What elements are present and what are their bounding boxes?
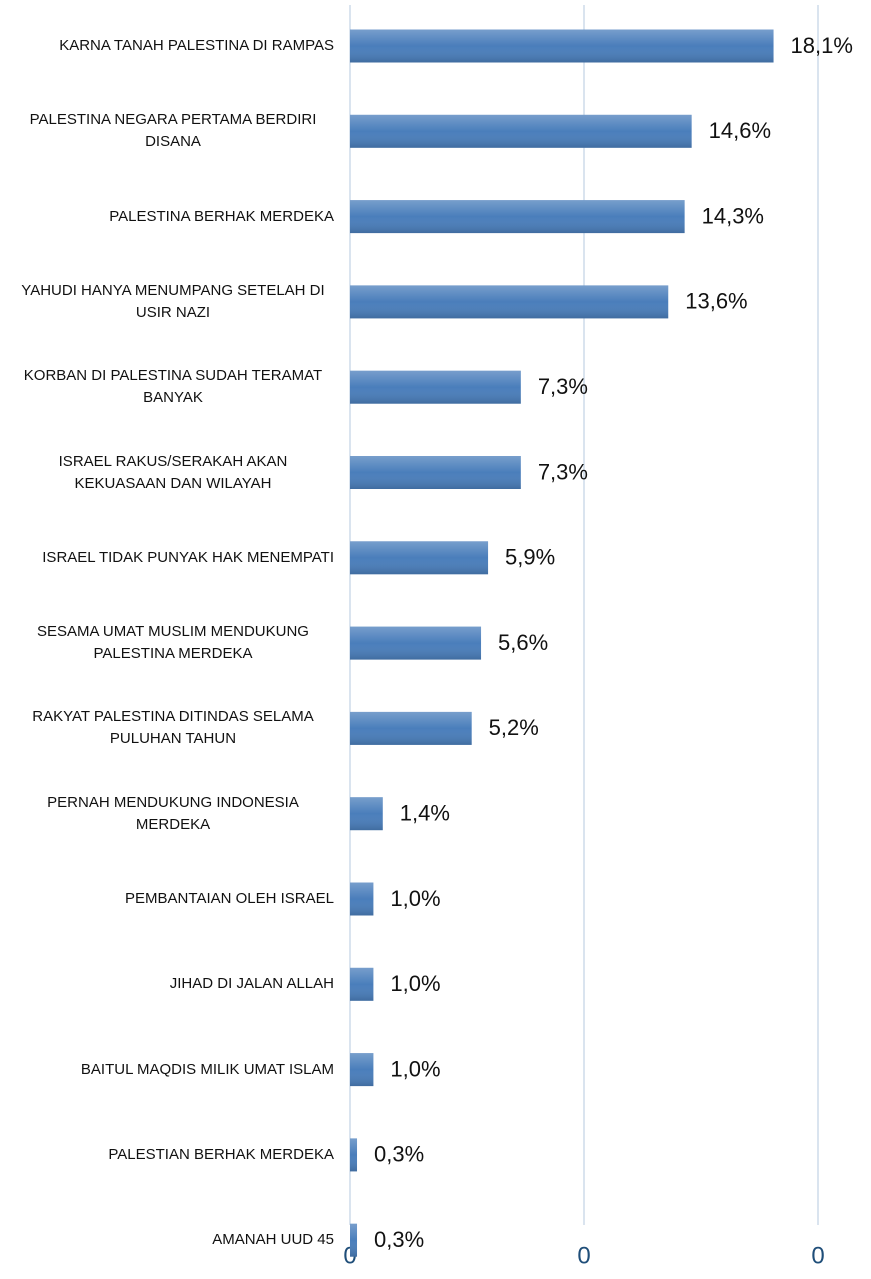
value-label: 5,6%: [498, 630, 548, 655]
category-text: KORBAN DI PALESTINA SUDAH TERAMAT BANYAK: [23, 367, 323, 407]
category-label: AMANAH UUD 45: [12, 1210, 334, 1270]
category-text: SESAMA UMAT MUSLIM MENDUKUNG PALESTINA M…: [37, 623, 309, 663]
value-label: 5,9%: [505, 545, 555, 570]
value-label: 5,2%: [489, 715, 539, 740]
category-text: YAHUDI HANYA MENUMPANG SETELAH DI USIR N…: [21, 281, 325, 321]
category-label: KORBAN DI PALESTINA SUDAH TERAMAT BANYAK: [12, 357, 334, 417]
value-label: 14,6%: [709, 118, 771, 143]
category-label: KARNA TANAH PALESTINA DI RAMPAS: [12, 16, 334, 76]
bar: [350, 285, 669, 319]
bar: [350, 882, 374, 916]
x-tick-label: 0: [577, 1242, 590, 1269]
value-label: 7,3%: [538, 459, 588, 484]
bar: [350, 370, 521, 404]
value-label: 1,0%: [390, 886, 440, 911]
category-text: ISRAEL RAKUS/SERAKAH AKAN KEKUASAAN DAN …: [58, 452, 288, 492]
bar: [350, 200, 685, 234]
value-label: 7,3%: [538, 374, 588, 399]
category-label: PEMBANTAIAN OLEH ISRAEL: [12, 869, 334, 929]
category-label: BAITUL MAQDIS MILIK UMAT ISLAM: [12, 1040, 334, 1100]
category-label: PERNAH MENDUKUNG INDONESIA MERDEKA: [12, 784, 334, 844]
category-label: PALESTIAN BERHAK MERDEKA: [12, 1125, 334, 1185]
category-label: PALESTINA NEGARA PERTAMA BERDIRI DISANA: [12, 101, 334, 161]
category-text: AMANAH UUD 45: [212, 1231, 334, 1249]
category-text: PALESTIAN BERHAK MERDEKA: [108, 1145, 334, 1163]
bar: [350, 456, 521, 489]
bar: [350, 1223, 358, 1257]
value-label: 0,3%: [374, 1142, 424, 1167]
category-text: KARNA TANAH PALESTINA DI RAMPAS: [59, 37, 334, 54]
category-text: PALESTINA BERHAK MERDEKA: [109, 207, 334, 225]
value-label: 1,4%: [400, 801, 450, 826]
category-label: YAHUDI HANYA MENUMPANG SETELAH DI USIR N…: [12, 272, 334, 332]
category-label: PALESTINA BERHAK MERDEKA: [12, 187, 334, 247]
bar: [350, 1053, 374, 1087]
category-label: ISRAEL RAKUS/SERAKAH AKAN KEKUASAAN DAN …: [12, 443, 334, 503]
value-label: 0,3%: [374, 1227, 424, 1252]
bar: [350, 29, 774, 63]
category-label: RAKYAT PALESTINA DITINDAS SELAMA PULUHAN…: [12, 698, 334, 758]
category-text: PERNAH MENDUKUNG INDONESIA MERDEKA: [47, 793, 299, 833]
bar: [350, 711, 472, 745]
value-label: 1,0%: [390, 1056, 440, 1081]
category-label: JIHAD DI JALAN ALLAH: [12, 954, 334, 1014]
x-tick-label: 0: [811, 1242, 824, 1269]
bar: [350, 626, 482, 660]
category-label: ISRAEL TIDAK PUNYAK HAK MENEMPATI: [12, 528, 334, 588]
bar: [350, 541, 489, 575]
value-label: 18,1%: [791, 33, 853, 58]
bar: [350, 967, 374, 1001]
category-text: RAKYAT PALESTINA DITINDAS SELAMA PULUHAN…: [32, 708, 314, 748]
bar: [350, 114, 692, 148]
value-label: 1,0%: [390, 971, 440, 996]
bar: [350, 1138, 358, 1172]
category-label: SESAMA UMAT MUSLIM MENDUKUNG PALESTINA M…: [12, 613, 334, 673]
value-label: 13,6%: [685, 289, 747, 314]
category-text: JIHAD DI JALAN ALLAH: [169, 975, 334, 993]
category-text: PALESTINA NEGARA PERTAMA BERDIRI DISANA: [29, 111, 317, 151]
category-text: ISRAEL TIDAK PUNYAK HAK MENEMPATI: [42, 548, 334, 566]
category-text: BAITUL MAQDIS MILIK UMAT ISLAM: [80, 1060, 334, 1078]
bar: [350, 797, 383, 831]
category-text: PEMBANTAIAN OLEH ISRAEL: [125, 890, 334, 907]
value-label: 14,3%: [702, 203, 764, 228]
